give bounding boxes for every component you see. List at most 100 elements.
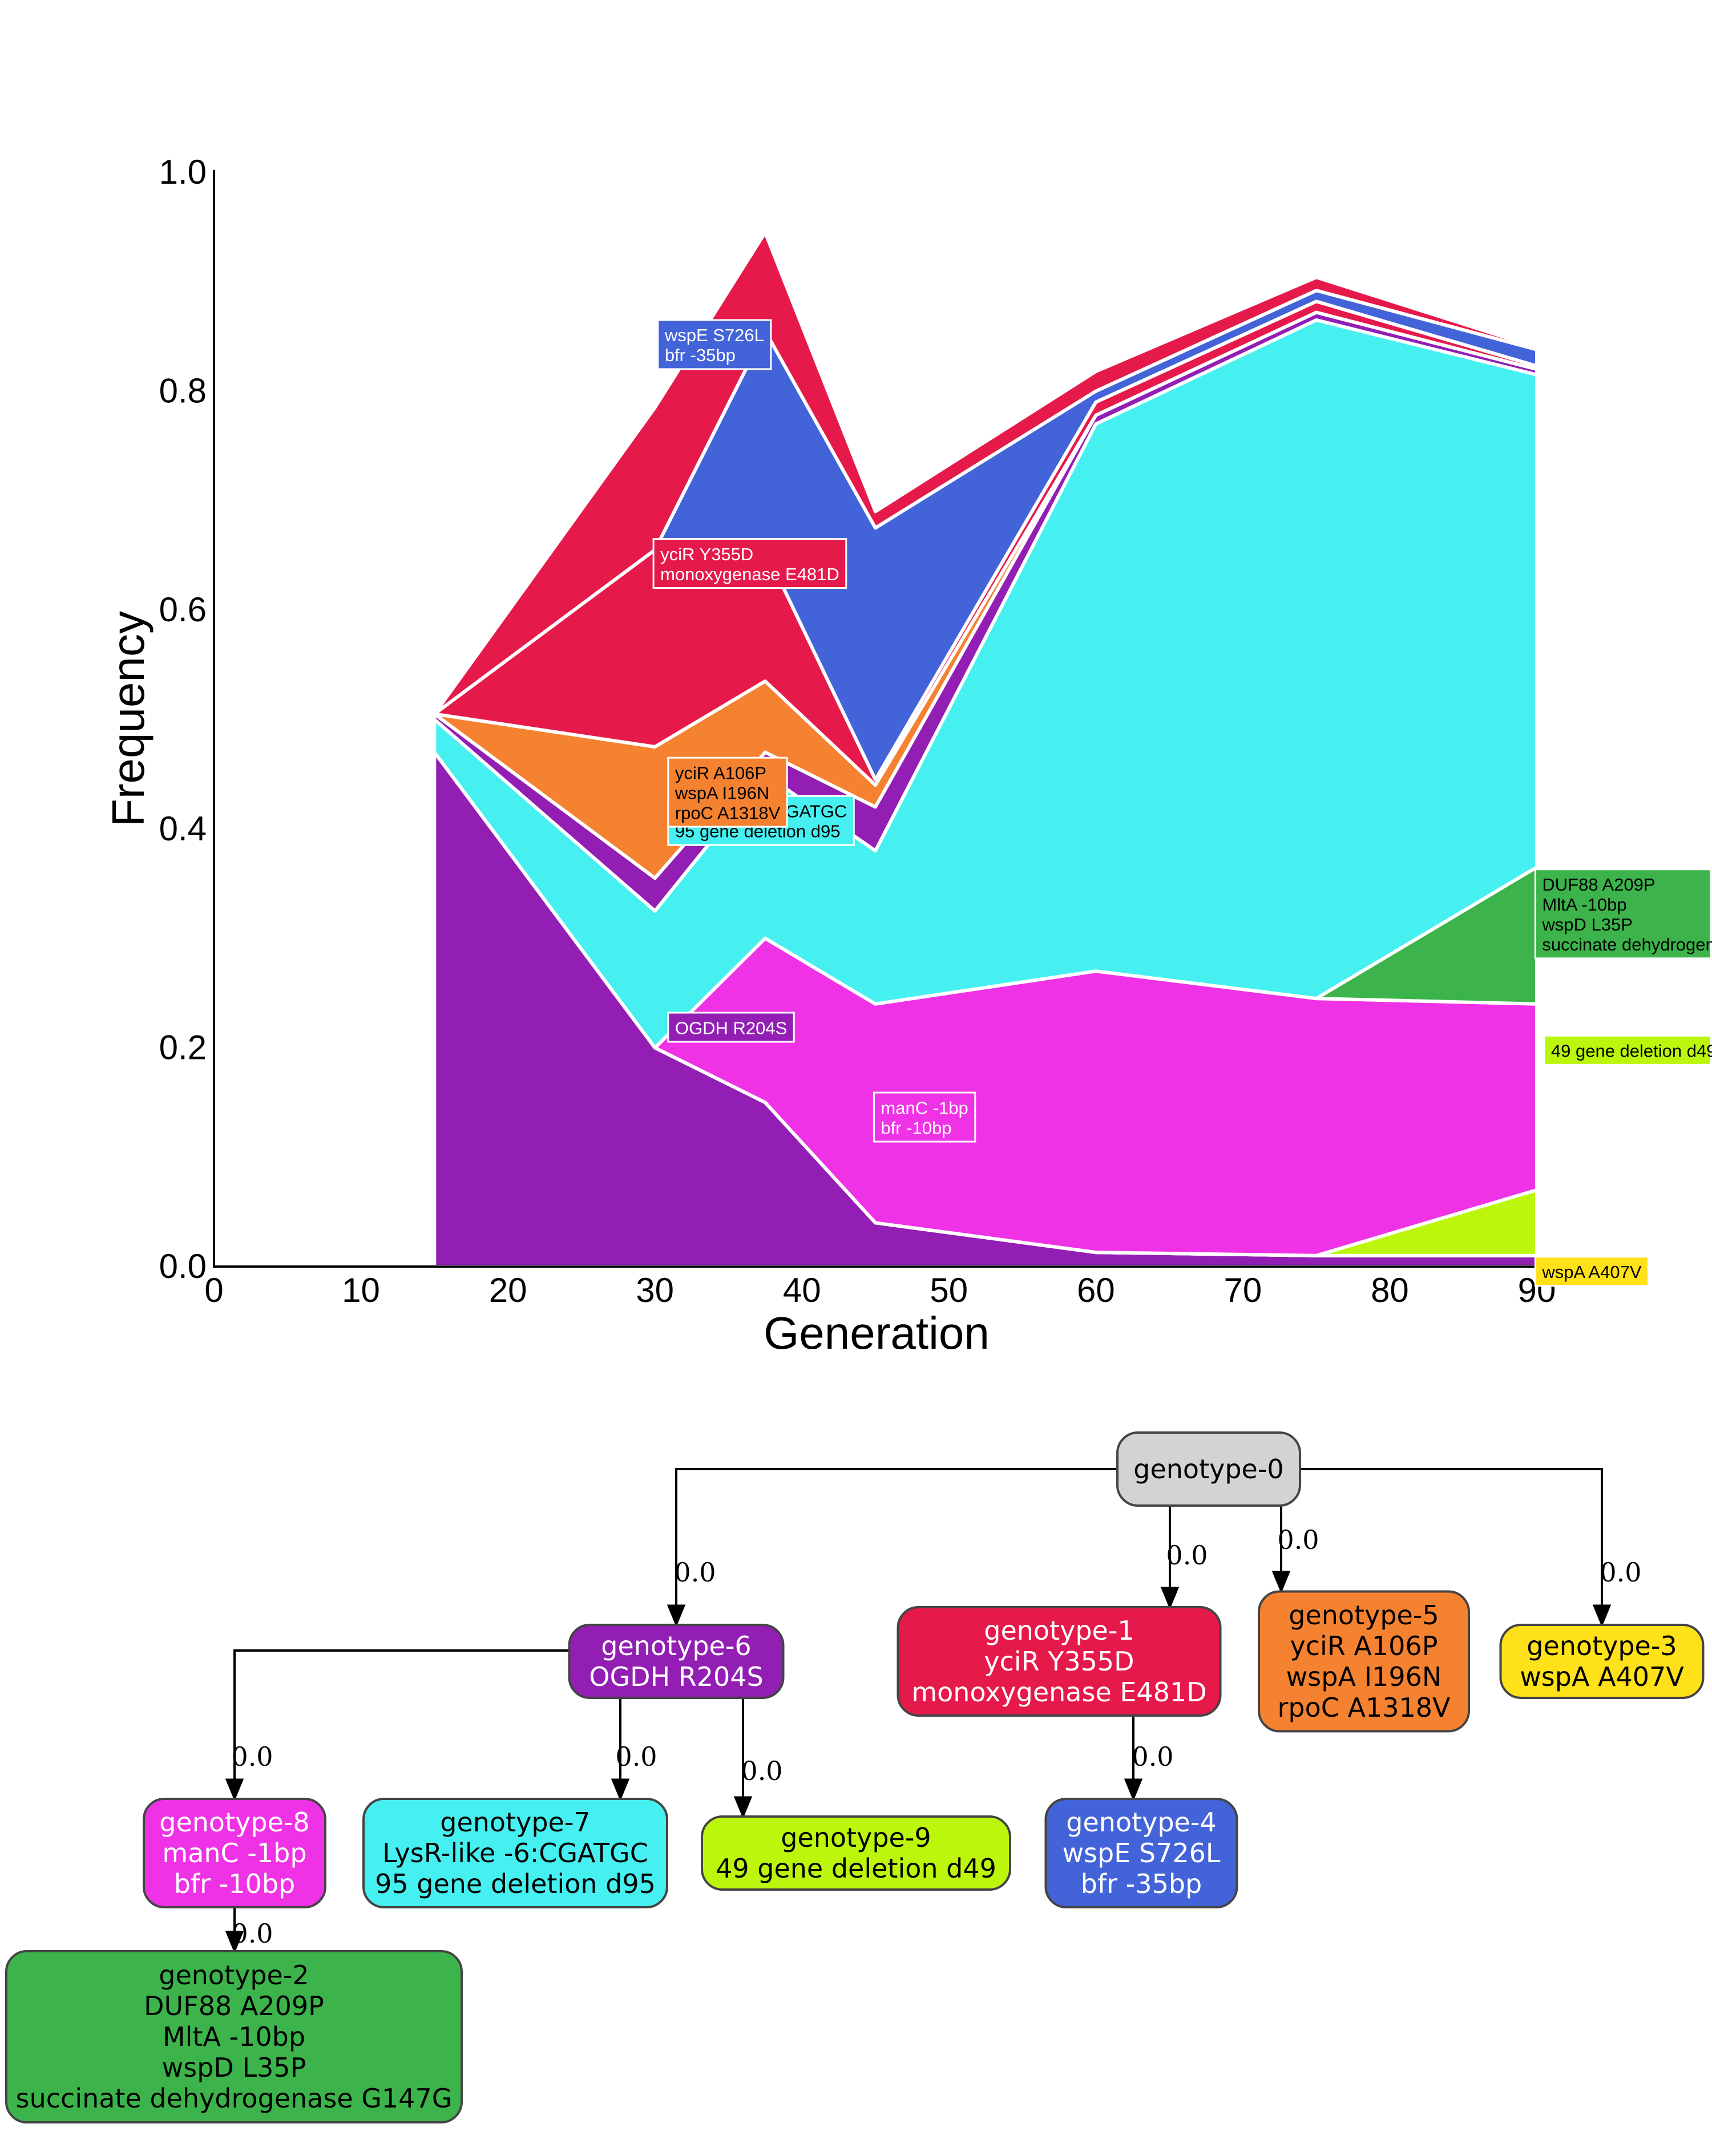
node-mutation: rpoC A1318V [1278, 1692, 1451, 1723]
y-axis-label: Frequency [103, 611, 154, 827]
node-mutation: MltA -10bp [163, 2021, 305, 2052]
series-label-line: bfr -35bp [665, 345, 736, 365]
edge-genotype-0-to-genotype-5: 0.0 [1271, 1506, 1319, 1593]
edge-label: 0.0 [1166, 1540, 1208, 1571]
x-tick-label: 70 [1224, 1271, 1262, 1309]
node-box [701, 1815, 1011, 1891]
edge-genotype-0-to-genotype-3: 0.0 [1300, 1468, 1642, 1627]
edge-genotype-1-to-genotype-4: 0.0 [1124, 1716, 1174, 1801]
node-mutation: wspD L35P [162, 2052, 306, 2083]
node-title: genotype-5 [1289, 1600, 1439, 1631]
series-label-line: wspA I196N [675, 783, 769, 803]
series-label-line: manC -1bp [881, 1098, 968, 1118]
node-title: genotype-3 [1527, 1631, 1677, 1661]
series-label-ogdh-r204s: OGDH R204S [667, 1012, 795, 1043]
series-label-box [667, 1012, 795, 1043]
x-tick-label: 20 [489, 1271, 527, 1309]
series-label-line: MltA -10bp [1542, 895, 1626, 915]
y-tick-label: 0.0 [159, 1247, 207, 1285]
chart-axes: 0 10 20 30 40 50 60 70 80 90 0.00.20.40.60.81.0 G… [103, 153, 1556, 1358]
genotype-tree: 0.00.0 0.00.00.0 0.0 0.0 0.00.0 genotype-0ge… [5, 1431, 1705, 2123]
arrowhead-icon [1124, 1778, 1143, 1801]
edge-label: 0.0 [1600, 1557, 1641, 1588]
edge-label: 0.0 [1277, 1524, 1319, 1555]
arrowhead-icon [225, 1931, 244, 1953]
node-box [1116, 1431, 1301, 1507]
node-mutation: wspA I196N [1286, 1661, 1442, 1692]
node-box [5, 1950, 463, 2123]
series-label-line: DUF88 A209P [1542, 875, 1655, 895]
node-mutation: bfr -35bp [1081, 1868, 1202, 1899]
node-mutation: yciR A106P [1290, 1631, 1438, 1661]
node-box [1044, 1798, 1238, 1908]
node-genotype-0[interactable]: genotype-0 [1116, 1431, 1301, 1507]
edge-label: 0.0 [231, 1918, 273, 1949]
node-mutation: DUF88 A209P [144, 1991, 324, 2021]
node-mutation: wspA A407V [1520, 1661, 1684, 1692]
series-label-wspa-a407v: wspA A407V [1534, 1256, 1650, 1287]
edge-genotype-6-to-genotype-9: 0.0 [733, 1698, 783, 1819]
series-label-line: yciR Y355D [660, 544, 753, 564]
arrowhead-icon [1271, 1571, 1291, 1593]
node-title: genotype-2 [159, 1960, 309, 1991]
edge-label: 0.0 [615, 1741, 657, 1772]
node-title: genotype-6 [601, 1631, 751, 1661]
series-label-49-gene-deletion-d49: 49 gene deletion d49 [1543, 1034, 1712, 1066]
series-label-box [873, 1091, 976, 1143]
x-tick-label: 50 [930, 1271, 968, 1309]
series-labels: OGDH R204S wspA A407V 49 gene deletion d49… [652, 319, 1712, 1287]
node-title: genotype-8 [159, 1807, 309, 1838]
node-box [568, 1624, 785, 1699]
muller-areas [433, 230, 1539, 1268]
node-title: genotype-4 [1066, 1807, 1216, 1838]
edge-label: 0.0 [674, 1557, 716, 1588]
x-tick-label: 30 [636, 1271, 674, 1309]
node-box [362, 1798, 668, 1908]
series-label-box [667, 757, 788, 828]
edge-genotype-6-to-genotype-8: 0.0 [225, 1649, 570, 1801]
series-label-line: wspE S726L [664, 325, 764, 345]
series-label-box [1534, 868, 1712, 960]
x-axis-label: Generation [764, 1308, 990, 1358]
node-genotype-9[interactable]: genotype-949 gene deletion d49 [701, 1815, 1011, 1891]
node-box [143, 1798, 326, 1908]
node-box [1499, 1624, 1705, 1699]
arrowhead-icon [611, 1778, 630, 1801]
node-mutation: wspE S726L [1062, 1838, 1220, 1868]
x-tick-label: 10 [342, 1271, 380, 1309]
node-title: genotype-0 [1133, 1454, 1283, 1484]
edge-line [1300, 1468, 1603, 1608]
arrowhead-icon [1592, 1604, 1612, 1627]
series-label-line: 49 gene deletion d49 [1551, 1041, 1712, 1061]
series-label-line: wspA A407V [1541, 1262, 1641, 1282]
node-mutation: bfr -10bp [174, 1868, 295, 1899]
y-tick-label: 0.8 [159, 372, 207, 410]
series-label-box [652, 538, 847, 589]
y-tick-labels: 0.0 0.2 0.4 0.6 0.8 1.0 [159, 153, 207, 1285]
node-mutation: yciR Y355D [984, 1646, 1134, 1677]
node-box [1258, 1590, 1470, 1733]
edge-genotype-0-to-genotype-6: 0.0 [667, 1468, 1120, 1627]
series-label-line: wspD L35P [1541, 915, 1633, 935]
tree-edges: 0.0 0.0 0.0 0.0 0.0 0.0 0.0 0.0 0.0 [225, 1468, 1642, 1953]
x-tick-label: 40 [783, 1271, 821, 1309]
node-box [897, 1606, 1222, 1717]
x-tick-label: 80 [1371, 1271, 1409, 1309]
arrowhead-icon [667, 1604, 686, 1627]
edge-genotype-8-to-genotype-2: 0.0 [225, 1907, 273, 1953]
series-label-box [1543, 1034, 1712, 1066]
series-label-line: yciR A106P [675, 763, 766, 783]
node-mutation: LysR-like -6:CGATGC [382, 1838, 648, 1868]
